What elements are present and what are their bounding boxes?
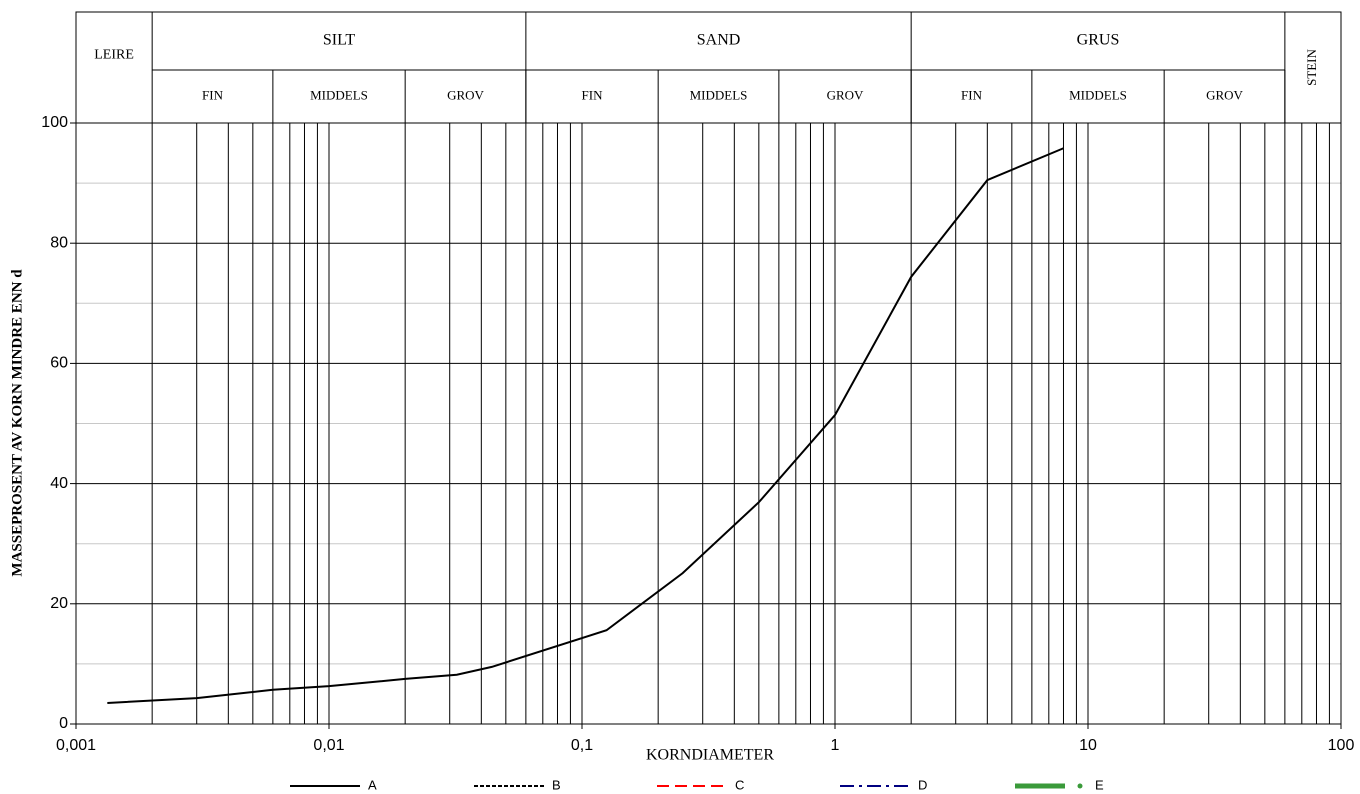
y-tick-label: 20	[50, 595, 68, 612]
legend-label: A	[368, 777, 377, 792]
subclass-label: FIN	[202, 87, 224, 102]
y-axis-label: MASSEPROSENT AV KORN MINDRE ENN d	[9, 269, 25, 577]
y-tick-label: 100	[41, 114, 68, 131]
legend-label: B	[552, 777, 561, 792]
series-line	[107, 147, 1064, 704]
legend-label: E	[1095, 777, 1104, 792]
class-label: LEIRE	[94, 48, 134, 63]
x-tick-label: 1	[831, 737, 840, 754]
x-tick-label: 0,1	[571, 737, 593, 754]
class-label: GRUS	[1077, 32, 1120, 49]
subclass-label: GROV	[827, 87, 864, 102]
y-tick-label: 40	[50, 475, 68, 492]
legend-label: D	[918, 777, 927, 792]
class-label: SAND	[697, 32, 741, 49]
subclass-label: FIN	[961, 87, 983, 102]
x-tick-label: 10	[1079, 737, 1097, 754]
y-tick-label: 80	[50, 234, 68, 251]
legend-dot	[1077, 783, 1083, 789]
x-tick-label: 0,001	[56, 737, 96, 754]
x-tick-label: 100	[1328, 737, 1355, 754]
legend-label: C	[735, 777, 744, 792]
subclass-label: MIDDELS	[1069, 87, 1127, 102]
subclass-label: MIDDELS	[690, 87, 748, 102]
x-tick-label: 0,01	[313, 737, 344, 754]
class-label: STEIN	[1304, 48, 1319, 85]
x-axis-label: KORNDIAMETER	[646, 747, 774, 764]
y-tick-label: 0	[59, 715, 68, 732]
subclass-label: GROV	[447, 87, 484, 102]
subclass-label: MIDDELS	[310, 87, 368, 102]
subclass-label: FIN	[582, 87, 604, 102]
header-frame	[75, 11, 1342, 124]
class-label: SILT	[323, 32, 356, 49]
subclass-label: GROV	[1206, 87, 1243, 102]
y-tick-label: 60	[50, 355, 68, 372]
